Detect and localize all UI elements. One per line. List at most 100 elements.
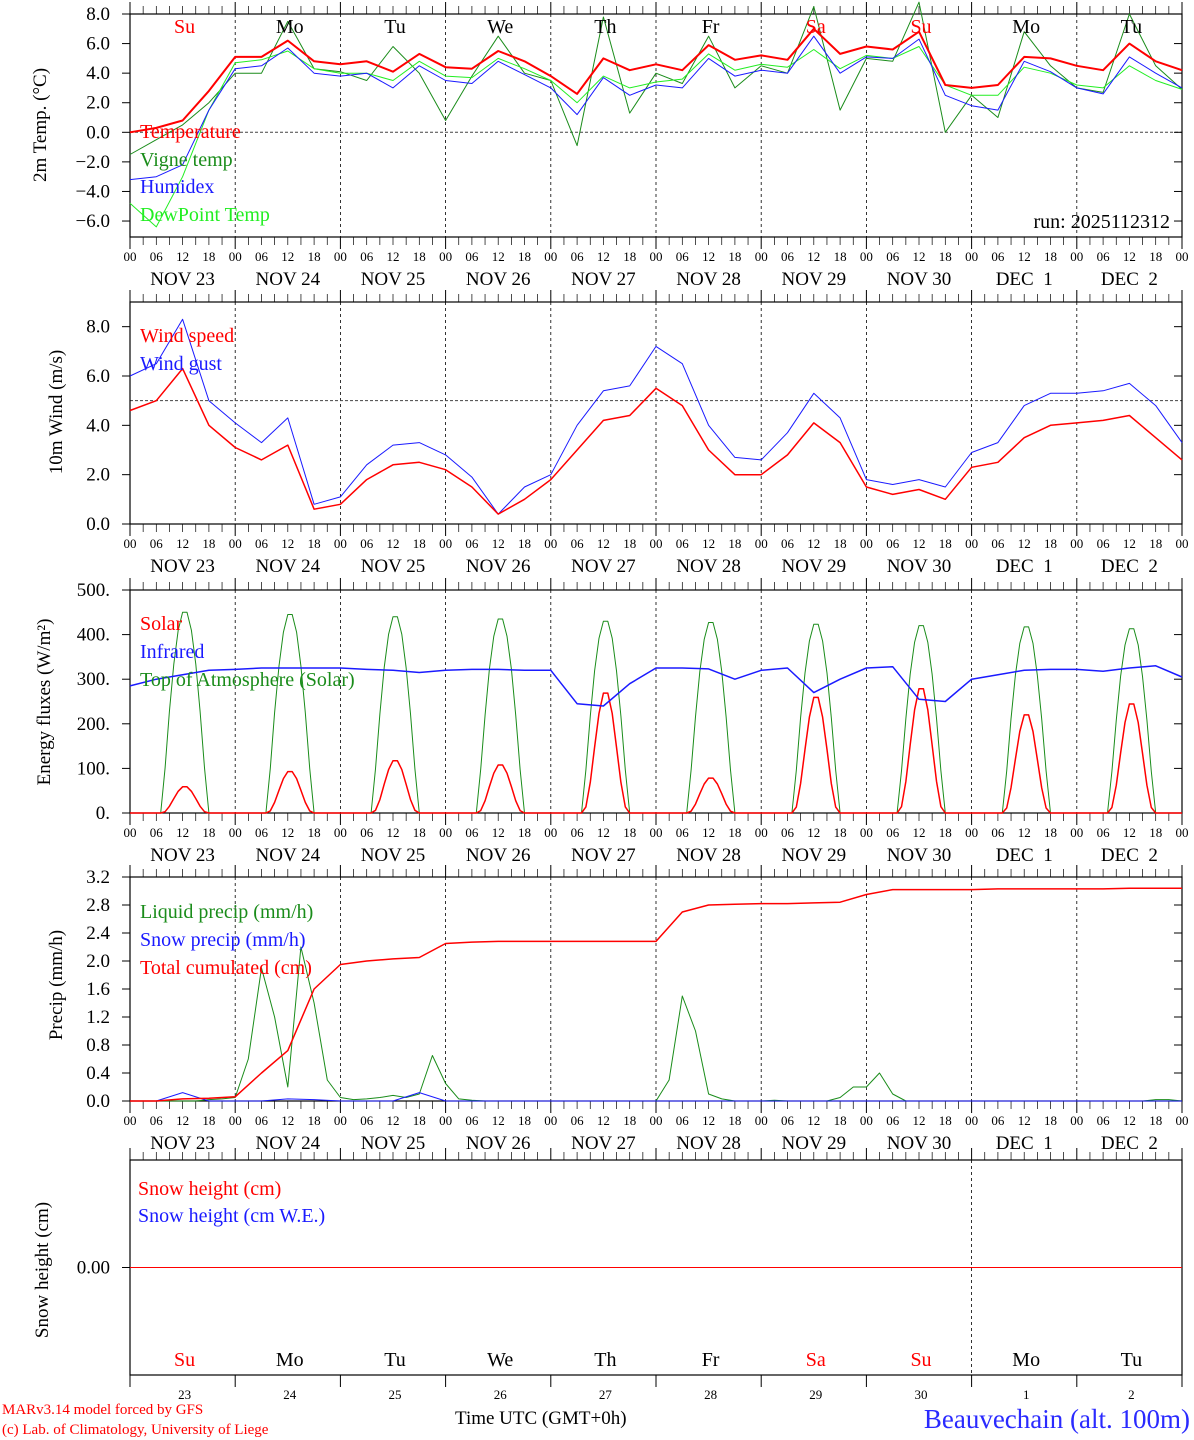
hour-tick-label: 18: [939, 1113, 952, 1128]
hour-tick-label: 00: [965, 536, 978, 551]
hour-tick-label: 18: [1149, 536, 1162, 551]
hour-tick-label: 00: [650, 536, 663, 551]
y-axis-title: Energy fluxes (W/m²): [34, 619, 55, 786]
legend-entry: Snow height (cm): [138, 1178, 281, 1200]
hour-tick-label: 06: [571, 825, 585, 840]
hour-tick-label: 06: [991, 1113, 1005, 1128]
y-tick-label: 8.0: [86, 4, 110, 25]
hour-tick-label: 00: [755, 825, 768, 840]
date-label: NOV 27: [571, 556, 636, 577]
weekday-label: Fr: [702, 1349, 720, 1371]
hour-tick-label: 06: [255, 1113, 269, 1128]
hour-tick-label: 12: [492, 825, 505, 840]
hour-tick-label: 18: [1149, 825, 1162, 840]
hour-tick-label: 06: [676, 536, 690, 551]
y-axis-title: 2m Temp. (°C): [30, 68, 51, 182]
hour-tick-label: 00: [334, 1113, 347, 1128]
hour-tick-label: 00: [439, 249, 452, 264]
date-label: NOV 27: [571, 269, 636, 290]
date-label: NOV 28: [676, 1133, 741, 1154]
hour-tick-label: 00: [229, 825, 242, 840]
weekday-label: Fr: [702, 16, 720, 38]
hour-tick-label: 18: [1044, 536, 1057, 551]
hour-tick-label: 12: [387, 536, 400, 551]
hour-tick-label: 00: [124, 249, 137, 264]
hour-tick-label: 00: [229, 249, 242, 264]
weekday-label: Tu: [384, 1349, 406, 1371]
plot-frame: [129, 301, 1183, 525]
hour-tick-label: 00: [439, 536, 452, 551]
series-line-solar: [130, 687, 1182, 814]
date-label: NOV 27: [571, 845, 636, 866]
hour-tick-label: 00: [124, 1113, 137, 1128]
hour-tick-label: 00: [544, 1113, 557, 1128]
hour-tick-label: 18: [518, 249, 531, 264]
hour-tick-label: 06: [255, 249, 269, 264]
hour-tick-label: 06: [781, 1113, 795, 1128]
series-line-snow-precip-mm-h-: [130, 1092, 1182, 1102]
hour-tick-label: 12: [597, 249, 610, 264]
hour-tick-label: 18: [834, 1113, 847, 1128]
date-label: DEC 1: [996, 269, 1053, 290]
panel-1: [122, 1, 1183, 249]
hour-tick-label: 12: [387, 825, 400, 840]
hour-tick-label: 18: [623, 825, 636, 840]
panel-5: [122, 1148, 1183, 1387]
hour-tick-label: 00: [650, 825, 663, 840]
date-label: NOV 23: [150, 1133, 215, 1154]
hour-tick-label: 00: [1176, 825, 1189, 840]
y-tick-label: 2.0: [86, 465, 110, 486]
copyright-credit: (c) Lab. of Climatology, University of L…: [2, 1422, 269, 1438]
y-tick-label: 8.0: [86, 317, 110, 338]
hour-tick-label: 18: [623, 249, 636, 264]
date-label: NOV 28: [676, 845, 741, 866]
date-label: NOV 29: [782, 556, 847, 577]
date-label: NOV 23: [150, 845, 215, 866]
series-line-wind-gust: [129, 318, 1183, 515]
day-number-label: 28: [704, 1387, 717, 1402]
hour-tick-label: 06: [465, 1113, 479, 1128]
hour-tick-label: 12: [281, 249, 294, 264]
panel-4: [122, 865, 1183, 1113]
y-tick-label: 2.8: [86, 895, 110, 916]
y-tick-label: 2.0: [86, 93, 110, 114]
y-axis-title: Snow height (cm): [32, 1202, 53, 1338]
y-tick-label: 6.0: [86, 366, 110, 387]
day-number-label: 27: [599, 1387, 613, 1402]
hour-tick-label: 00: [650, 249, 663, 264]
weekday-label: Th: [594, 16, 616, 38]
date-label: NOV 25: [361, 845, 426, 866]
hour-tick-label: 06: [465, 536, 479, 551]
hour-tick-label: 18: [202, 536, 215, 551]
weekday-label: Su: [910, 1349, 931, 1371]
date-label: NOV 25: [361, 269, 426, 290]
date-label: NOV 24: [256, 269, 321, 290]
date-label: NOV 27: [571, 1133, 636, 1154]
legend-entry: Vigne temp: [140, 149, 233, 171]
y-tick-label: 0.4: [86, 1063, 110, 1084]
hour-tick-label: 18: [834, 249, 847, 264]
hour-tick-label: 12: [807, 536, 820, 551]
legend-entry: DewPoint Temp: [140, 204, 270, 226]
hour-tick-label: 06: [465, 249, 479, 264]
hour-tick-label: 12: [176, 536, 189, 551]
date-label: NOV 24: [256, 845, 321, 866]
day-number-label: 26: [494, 1387, 508, 1402]
y-tick-label: 0.: [96, 803, 110, 824]
hour-tick-label: 18: [308, 825, 321, 840]
hour-tick-label: 18: [728, 536, 741, 551]
hour-tick-label: 12: [597, 825, 610, 840]
y-tick-label: 500.: [77, 580, 110, 601]
date-label: NOV 28: [676, 556, 741, 577]
date-label: DEC 2: [1101, 1133, 1158, 1154]
hour-tick-label: 18: [202, 1113, 215, 1128]
hour-tick-label: 00: [544, 249, 557, 264]
date-label: NOV 26: [466, 845, 531, 866]
legend-entry: Temperature: [140, 121, 241, 143]
date-label: NOV 30: [887, 845, 952, 866]
hour-tick-label: 06: [571, 1113, 585, 1128]
hour-tick-label: 18: [728, 1113, 741, 1128]
hour-tick-label: 06: [676, 825, 690, 840]
hour-tick-label: 12: [807, 249, 820, 264]
y-tick-label: 2.4: [86, 923, 110, 944]
